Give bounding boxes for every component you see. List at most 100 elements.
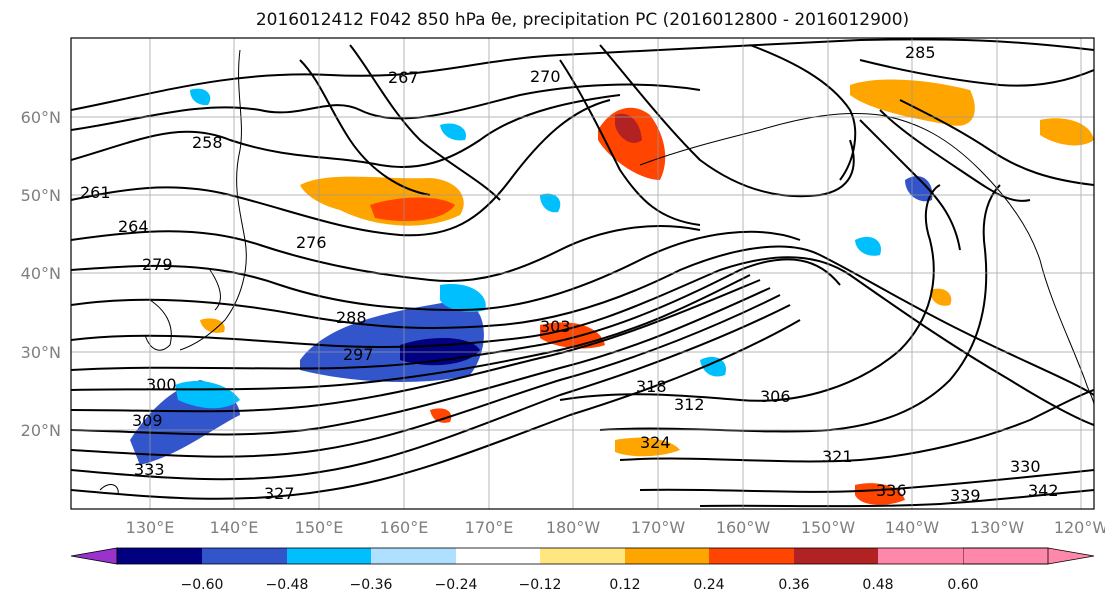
precip-positive-area: [930, 288, 952, 306]
coastlines: [99, 49, 1094, 496]
contour-line: [71, 294, 781, 458]
colorbar-tick-label: 0.12: [609, 577, 640, 593]
colorbar-tick-label: −0.60: [181, 577, 224, 593]
contour-label: 321: [822, 447, 853, 466]
contour-label: 285: [905, 43, 936, 62]
contour-label: 309: [132, 411, 163, 430]
contour-line: [559, 184, 941, 402]
lon-label: 140°E: [210, 518, 259, 537]
precip-positive-core: [370, 197, 455, 222]
contour-label: 264: [118, 217, 149, 236]
colorbar-bin: [371, 548, 456, 564]
colorbar-tick-label: −0.24: [435, 577, 478, 593]
contour-label: 327: [264, 484, 295, 503]
lon-label: 150°W: [801, 518, 856, 537]
precip-negative-light: [190, 88, 211, 106]
contour-line: [859, 119, 961, 251]
lat-label: 40°N: [21, 264, 61, 283]
contour-label: 324: [640, 433, 671, 452]
contour-label: 270: [530, 67, 561, 86]
lon-label: 130°W: [970, 518, 1025, 537]
colorbar-bin: [117, 548, 202, 564]
contour-line: [71, 83, 701, 131]
colorbar-tick-label: −0.48: [266, 577, 309, 593]
lat-label: 30°N: [21, 343, 61, 362]
contour-line: [71, 256, 1094, 426]
contour-line: [71, 230, 801, 312]
contour-line: [71, 245, 1094, 396]
lon-label: 160°W: [716, 518, 771, 537]
precip-negative-light: [440, 123, 466, 141]
contour-line: [699, 489, 1094, 508]
precip-positive-area: [615, 437, 680, 457]
colorbar-bin: [456, 548, 540, 564]
colorbar-bin: [794, 548, 878, 564]
colorbar-outline: [116, 547, 1049, 565]
contour-line: [71, 319, 801, 500]
contour-line: [599, 44, 855, 198]
contour-label: 330: [1010, 457, 1041, 476]
colorbar-bin: [202, 548, 287, 564]
contour-line: [71, 287, 771, 436]
contour-line: [749, 44, 857, 181]
coastline: [99, 484, 119, 496]
gridlines: [71, 38, 1094, 509]
contour-label: 342: [1028, 481, 1059, 500]
contour-label: 258: [192, 133, 223, 152]
contour-line: [71, 258, 841, 371]
colorbar-bin: [878, 548, 963, 564]
colorbar-bin: [625, 548, 709, 564]
lon-label: 170°E: [465, 518, 514, 537]
contour-line: [559, 59, 701, 226]
colorbar-extend-low: [70, 547, 118, 565]
contour-label: 300: [146, 375, 177, 394]
precip-negative-light: [855, 236, 881, 256]
precip-negative-light: [440, 284, 486, 312]
contour-label: 288: [336, 308, 367, 327]
lat-label: 50°N: [21, 186, 61, 205]
colorbar-tick-label: 0.48: [862, 577, 893, 593]
contour-line: [71, 304, 791, 481]
map-border: [70, 37, 1095, 510]
contour-label: 318: [636, 377, 667, 396]
coastline: [639, 113, 1094, 406]
contour-line: [71, 274, 751, 391]
precip-negative-light: [540, 193, 561, 213]
lat-axis-labels: 60°N 50°N 40°N 30°N 20°N: [21, 108, 61, 440]
contour-line: [899, 99, 1094, 186]
contour-label: 303: [540, 317, 571, 336]
contour-labels: 267 258 264 261 276 279 270 288 285 297 …: [80, 43, 1059, 505]
lon-label: 180°W: [546, 518, 601, 537]
lon-axis-labels: 130°E 140°E 150°E 160°E 170°E 180°W 170°…: [126, 518, 1105, 537]
precip-positive-core: [615, 113, 642, 143]
lon-label: 160°E: [380, 518, 429, 537]
contour-label: 333: [134, 460, 165, 479]
lon-label: 120°W: [1054, 518, 1105, 537]
colorbar-bin: [709, 548, 794, 564]
coastline: [179, 49, 247, 351]
contour-line: [619, 389, 1094, 463]
precip-positive-area: [200, 318, 225, 333]
lon-label: 140°W: [885, 518, 940, 537]
lat-label: 60°N: [21, 108, 61, 127]
colorbar-tick-label: 0.36: [778, 577, 809, 593]
colorbar-tick-label: −0.12: [519, 577, 562, 593]
coastline: [209, 269, 221, 311]
contour-label: 297: [343, 345, 374, 364]
map-title: 2016012412 F042 850 hPa θe, precipitatio…: [255, 10, 910, 30]
contour-line: [859, 59, 1094, 87]
colorbar-tick-label: 0.24: [693, 577, 724, 593]
contour-line: [71, 99, 611, 237]
contour-line: [879, 109, 1031, 202]
contour-line: [71, 225, 701, 282]
contour-label: 306: [760, 387, 791, 406]
contour-label: 276: [296, 233, 327, 252]
precip-positive-area: [430, 408, 452, 423]
contour-line: [349, 44, 501, 201]
colorbar-tick-label: −0.36: [350, 577, 393, 593]
contour-label: 312: [674, 395, 705, 414]
colorbar-tick-label: 0.60: [947, 577, 978, 593]
contour-label: 336: [876, 481, 907, 500]
colorbar-bin: [287, 548, 371, 564]
